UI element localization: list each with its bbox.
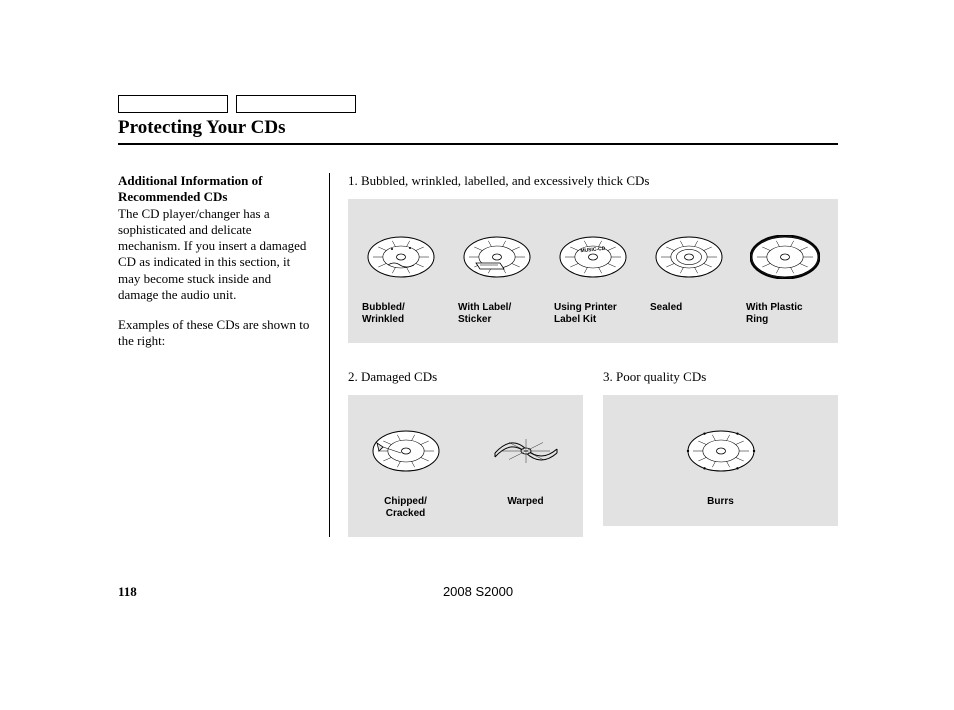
cd-icon [686,429,756,478]
cd-item-printer: MUSIC-CD Using Printer Label Kit [554,235,632,325]
cd-item-sealed: Sealed [650,235,728,325]
cd-item-warped: Warped [487,429,565,519]
cd-icon [654,235,724,284]
left-paragraph-1: The CD player/changer has a sophisticate… [118,206,311,304]
section1-row: Bubbled/Wrinkled With Label/Sticker MUSI… [362,235,824,325]
left-paragraph-2: Examples of these CDs are shown to the r… [118,317,311,350]
footer-model: 2008 S2000 [443,584,513,599]
cd-item-sticker: With Label/Sticker [458,235,536,325]
section3-column: 3. Poor quality CDs Burrs [603,369,838,537]
cd-label: Using Printer Label Kit [554,302,632,325]
section2-label: 2. Damaged CDs [348,369,583,385]
cd-icon [491,429,561,478]
left-heading: Additional Information of Recommended CD… [118,173,311,206]
section1-label: 1. Bubbled, wrinkled, labelled, and exce… [348,173,838,189]
section2-column: 2. Damaged CDs Chipped/Cracked Warped [348,369,583,537]
title-bar: Protecting Your CDs [118,117,838,145]
section2-row: Chipped/Cracked Warped [358,429,573,519]
cd-label: Sealed [650,302,728,314]
cd-label: Burrs [682,496,760,508]
manual-page: Protecting Your CDs Additional Informati… [118,95,838,537]
cd-icon: MUSIC-CD [558,235,628,284]
cd-label: Chipped/Cracked [367,496,445,519]
left-column: Additional Information of Recommended CD… [118,173,330,537]
content-columns: Additional Information of Recommended CD… [118,173,838,537]
header-box-1 [118,95,228,113]
cd-icon [371,429,441,478]
cd-icon [366,235,436,284]
cd-label: Warped [487,496,565,508]
cd-label: With Plastic Ring [746,302,824,325]
page-footer: 118 2008 S2000 [118,584,838,600]
right-column: 1. Bubbled, wrinkled, labelled, and exce… [330,173,838,537]
cd-icon [750,235,820,284]
section3-panel: Burrs [603,395,838,526]
header-placeholder-boxes [118,95,838,113]
cd-icon [462,235,532,284]
page-number: 118 [118,584,137,600]
cd-item-burrs: Burrs [682,429,760,508]
section3-label: 3. Poor quality CDs [603,369,838,385]
section2-panel: Chipped/Cracked Warped [348,395,583,537]
cd-label: With Label/Sticker [458,302,536,325]
section3-row: Burrs [613,429,828,508]
cd-item-chipped: Chipped/Cracked [367,429,445,519]
cd-item-ring: With Plastic Ring [746,235,824,325]
header-box-2 [236,95,356,113]
cd-label: Bubbled/Wrinkled [362,302,440,325]
row2: 2. Damaged CDs Chipped/Cracked Warped [348,369,838,537]
cd-item-bubbled: Bubbled/Wrinkled [362,235,440,325]
page-title: Protecting Your CDs [118,117,838,139]
section1-panel: Bubbled/Wrinkled With Label/Sticker MUSI… [348,199,838,343]
